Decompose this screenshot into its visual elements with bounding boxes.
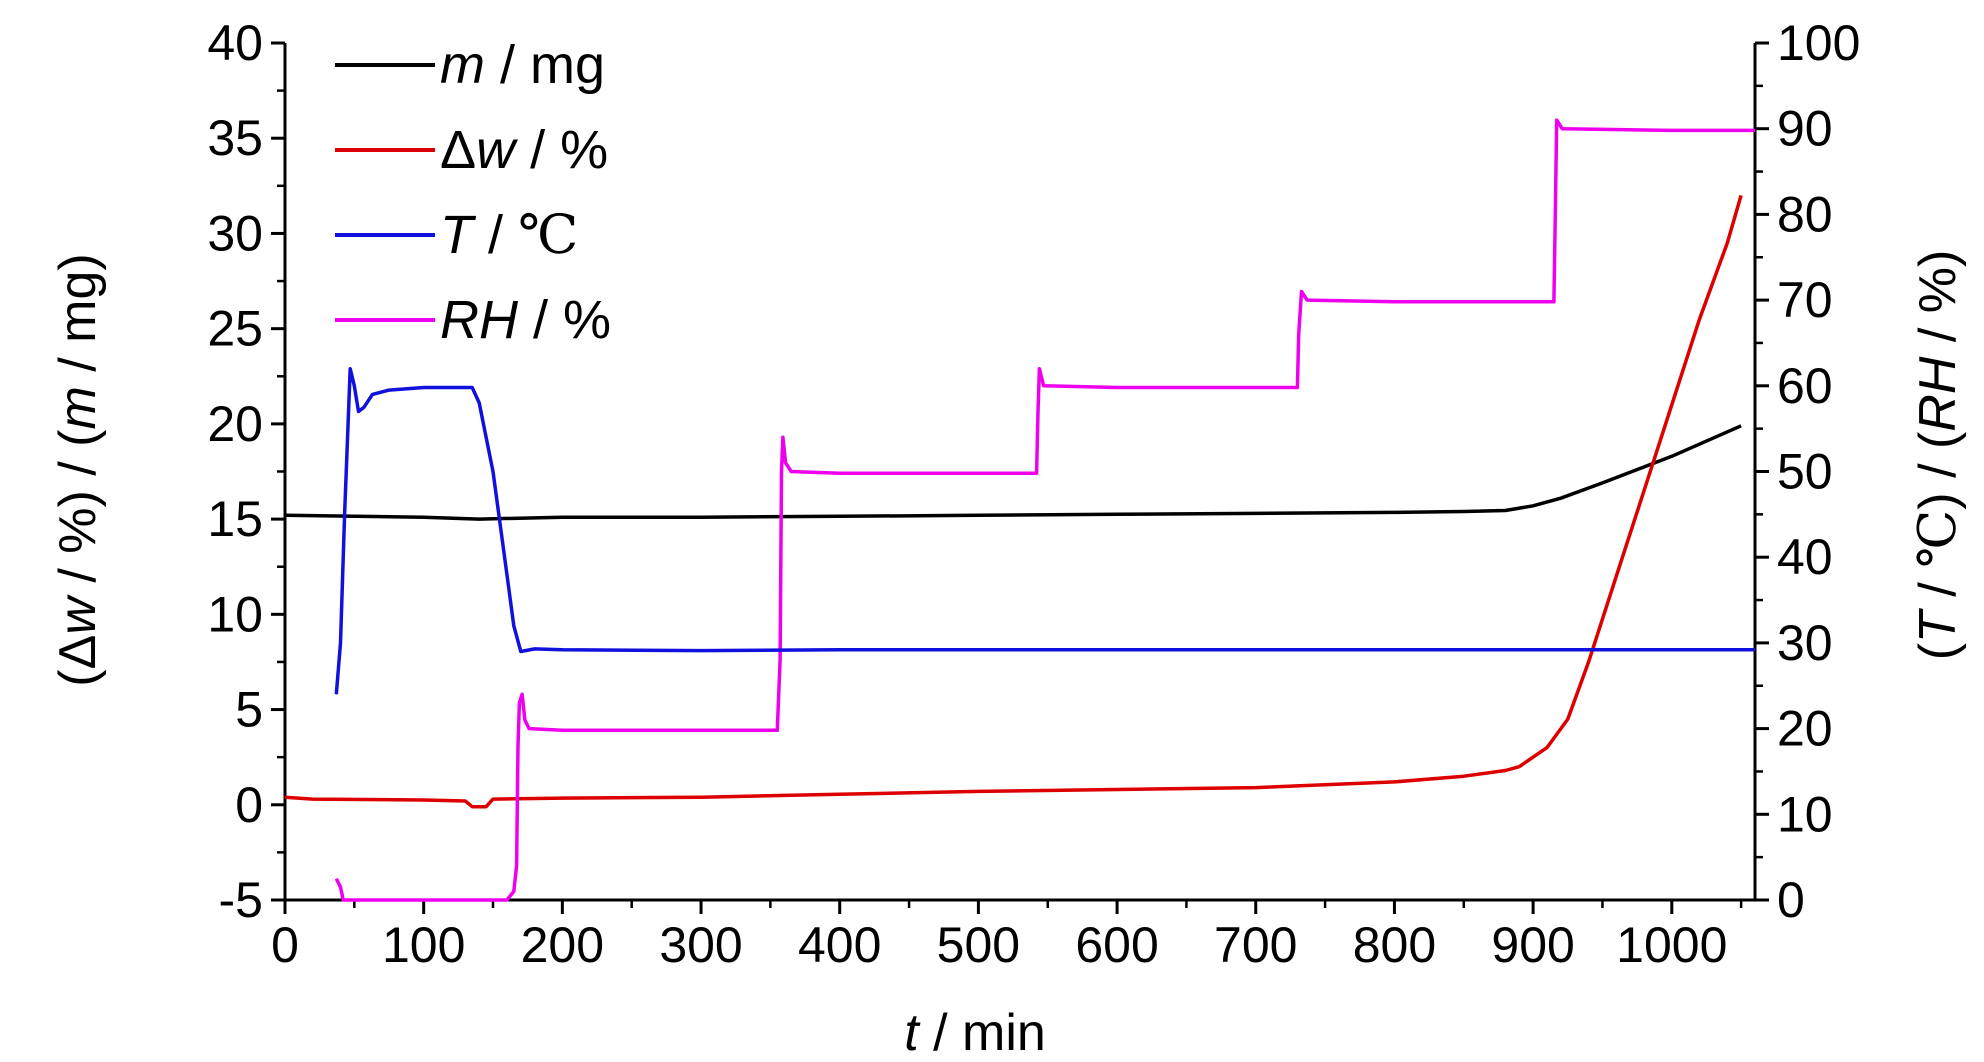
right-tick-label: 10 [1777,786,1833,842]
right-title-unit1: ℃ [1910,510,1967,568]
right-tick-label: 0 [1777,872,1805,928]
right-title-var1: T [1909,608,1967,643]
right-title-close: / %) [1909,250,1967,357]
left-tick-label: 20 [207,396,263,452]
x-ticks: 0 100 200 300 400 500 600 700 800 900 1000 [271,900,1743,973]
legend-item-rh: RH / % [335,290,611,350]
left-title-close: / mg) [49,253,107,386]
series-line-m [284,424,1742,521]
left-tick-label: 30 [207,205,263,261]
x-axis-title: t / min [904,1004,1046,1062]
x-tick-label: 300 [659,917,742,973]
right-tick-label: 70 [1777,272,1833,328]
right-tick-label: 30 [1777,615,1833,671]
left-title-delta: Δ [49,635,107,670]
left-tick-label: 40 [207,15,263,71]
x-tick-label: 0 [271,917,299,973]
x-axis-unit: / min [919,1004,1046,1062]
right-axis-title: (T / ℃) / (RH / %) [1909,250,1967,661]
right-tick-label: 80 [1777,186,1833,242]
legend-label-m: m / mg [440,35,605,95]
x-tick-label: 700 [1214,917,1297,973]
legend: m / mg Δw / % T / ℃ RH / % [335,35,611,350]
legend-item-m: m / mg [335,35,605,95]
right-tick-label: 40 [1777,529,1833,585]
right-tick-label: 90 [1777,101,1833,157]
left-tick-label: 10 [207,586,263,642]
series-line-rh [334,118,1755,902]
left-title-open: ( [49,669,107,687]
left-ticks: -5 0 5 10 15 20 25 30 35 40 [207,15,285,928]
series-line-dw [284,194,1743,809]
legend-item-t: T / ℃ [335,205,578,265]
left-tick-label: 35 [207,110,263,166]
right-title-mid: / [1909,568,1967,611]
x-axis-var: t [904,1004,921,1062]
x-tick-label: 500 [937,917,1020,973]
legend-label-t: T / ℃ [440,205,578,265]
x-tick-label: 800 [1353,917,1436,973]
legend-label-dw: Δw / % [440,120,608,180]
left-tick-label: 25 [207,301,263,357]
x-tick-label: 100 [382,917,465,973]
legend-item-dw: Δw / % [335,120,608,180]
left-tick-label: 15 [207,491,263,547]
right-title-open: ( [1909,642,1967,660]
left-title-mid: / %) / ( [49,429,107,597]
x-tick-label: 600 [1075,917,1158,973]
right-tick-label: 100 [1777,15,1860,71]
left-tick-label: 0 [235,777,263,833]
right-tick-label: 50 [1777,444,1833,500]
series-line-t [334,366,1755,695]
right-title-mid2: ) / ( [1909,431,1967,510]
left-tick-label: 5 [235,682,263,738]
right-ticks: 0 10 20 30 40 50 60 70 80 90 100 [1755,15,1860,928]
right-title-var2: RH [1909,356,1967,432]
left-tick-label: -5 [219,872,263,928]
right-tick-label: 20 [1777,701,1833,757]
legend-label-rh: RH / % [440,290,611,350]
right-tick-label: 60 [1777,358,1833,414]
left-title-var1: w [49,594,107,635]
series-lines [284,118,1755,902]
left-axis-title: (Δw / %) / (m / mg) [49,253,107,686]
x-tick-label: 900 [1491,917,1574,973]
x-tick-label: 400 [798,917,881,973]
x-tick-label: 200 [521,917,604,973]
left-title-var2: m [49,386,107,429]
x-tick-label: 1000 [1616,917,1727,973]
